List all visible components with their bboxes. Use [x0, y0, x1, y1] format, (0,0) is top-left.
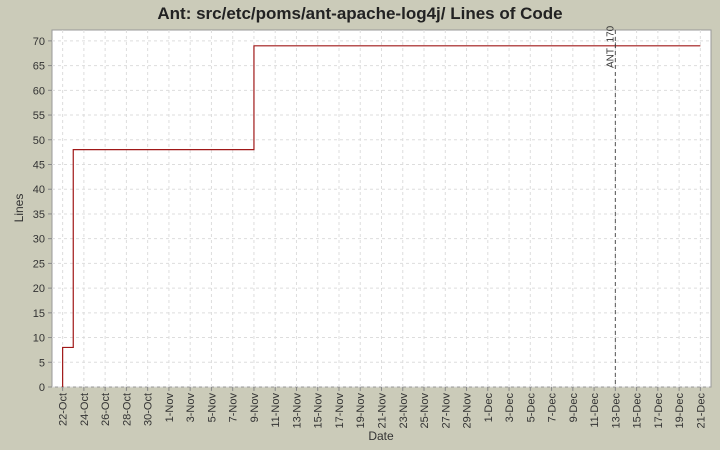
- x-tick-label: 7-Dec: [547, 393, 559, 423]
- chart-title: Ant: src/etc/poms/ant-apache-log4j/ Line…: [157, 4, 562, 23]
- y-tick-label: 65: [33, 61, 45, 73]
- y-tick-label: 20: [33, 283, 45, 295]
- x-tick-label: 30-Oct: [143, 393, 155, 426]
- x-tick-label: 26-Oct: [100, 393, 112, 426]
- x-tick-label: 9-Dec: [568, 393, 580, 423]
- x-tick-label: 13-Nov: [291, 393, 303, 429]
- x-tick-label: 11-Nov: [270, 393, 282, 428]
- x-tick-label: 21-Nov: [377, 393, 389, 429]
- plot-area: [51, 29, 712, 388]
- x-tick-label: 24-Oct: [79, 393, 91, 426]
- x-tick-label: 17-Nov: [334, 393, 346, 429]
- y-tick-label: 25: [33, 258, 45, 270]
- x-tick-label: 25-Nov: [419, 393, 431, 429]
- y-tick-label: 10: [33, 333, 45, 345]
- data-line: [62, 45, 701, 387]
- x-tick-label: 1-Nov: [164, 393, 176, 423]
- y-tick-label: 0: [39, 382, 45, 394]
- y-tick-label: 50: [33, 135, 45, 147]
- annotation-label: ANT_170: [605, 25, 616, 68]
- x-tick-label: 15-Dec: [632, 393, 644, 429]
- x-tick-label: 5-Nov: [206, 393, 218, 423]
- y-tick-label: 70: [33, 36, 45, 48]
- x-tick-label: 29-Nov: [462, 393, 474, 429]
- x-tick-label: 23-Nov: [398, 393, 410, 429]
- x-tick-label: 11-Dec: [589, 393, 601, 428]
- x-tick-label: 19-Dec: [674, 393, 686, 429]
- x-tick-label: 13-Dec: [610, 393, 622, 429]
- x-tick-label: 21-Dec: [695, 393, 707, 429]
- y-tick-label: 30: [33, 234, 45, 246]
- y-axis-label: Lines: [12, 194, 26, 223]
- y-tick-label: 15: [33, 308, 45, 320]
- y-tick-label: 55: [33, 110, 45, 122]
- x-tick-label: 3-Nov: [185, 393, 197, 423]
- y-tick-label: 5: [39, 357, 45, 369]
- x-tick-label: 5-Dec: [525, 393, 537, 423]
- x-tick-label: 19-Nov: [355, 393, 367, 429]
- x-tick-label: 9-Nov: [249, 393, 261, 423]
- y-tick-label: 35: [33, 209, 45, 221]
- x-tick-label: 22-Oct: [58, 393, 70, 426]
- x-tick-label: 27-Nov: [440, 393, 452, 429]
- x-tick-label: 3-Dec: [504, 393, 516, 423]
- x-tick-label: 7-Nov: [228, 393, 240, 423]
- y-tick-label: 45: [33, 159, 45, 171]
- x-tick-label: 1-Dec: [483, 393, 495, 423]
- x-tick-label: 15-Nov: [313, 393, 325, 429]
- x-axis-label: Date: [368, 429, 394, 443]
- x-tick-label: 28-Oct: [121, 393, 133, 426]
- y-tick-label: 40: [33, 184, 45, 196]
- y-tick-label: 60: [33, 85, 45, 97]
- x-tick-label: 17-Dec: [653, 393, 665, 429]
